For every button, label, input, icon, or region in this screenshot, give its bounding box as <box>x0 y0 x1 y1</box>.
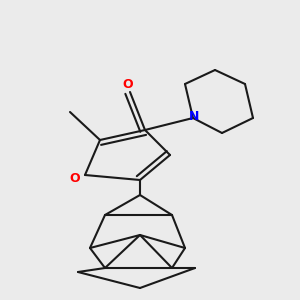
Text: O: O <box>70 172 80 184</box>
Text: O: O <box>123 77 133 91</box>
Text: N: N <box>189 110 199 122</box>
